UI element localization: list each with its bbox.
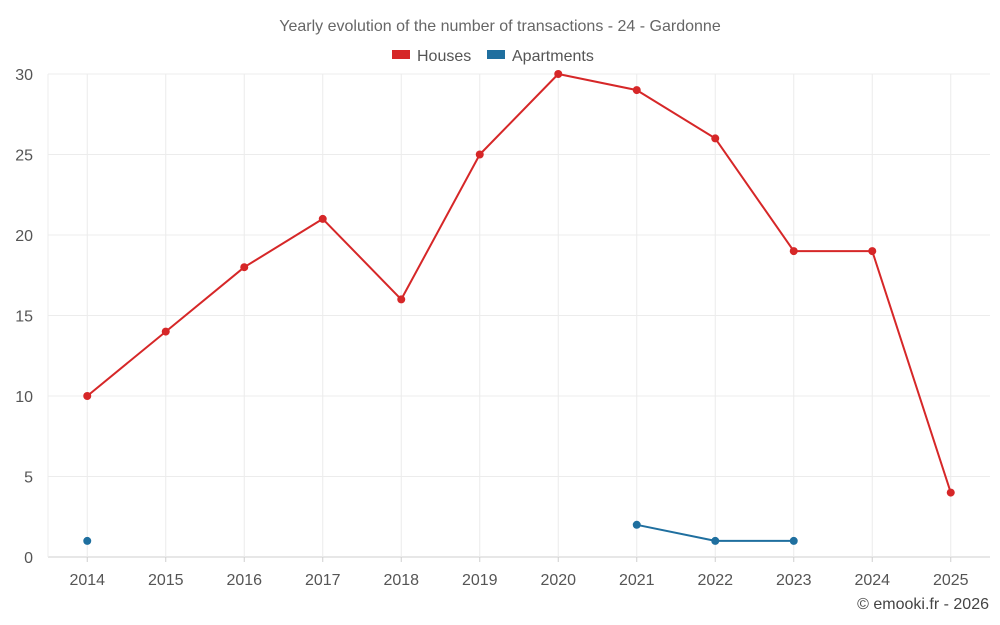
legend-swatch-houses [392, 50, 410, 59]
x-tick-label: 2014 [69, 572, 105, 589]
y-tick-label: 0 [24, 550, 33, 567]
x-axis-ticks: 2014 2015 2016 2017 2018 2019 2020 2021 2022 2023… [69, 557, 969, 589]
x-tick-label: 2017 [305, 572, 341, 589]
data-point-houses-2019[interactable] [475, 150, 484, 159]
legend-label-houses[interactable]: Houses [417, 48, 471, 65]
data-point-houses-2022[interactable] [711, 134, 720, 143]
data-point-apartments-2023[interactable] [789, 536, 798, 545]
legend-label-apartments[interactable]: Apartments [512, 48, 594, 65]
data-point-houses-2023[interactable] [789, 247, 798, 256]
x-tick-label: 2015 [148, 572, 184, 589]
data-point-houses-2018[interactable] [397, 295, 406, 304]
data-point-houses-2014[interactable] [83, 392, 92, 400]
y-tick-label: 15 [15, 309, 33, 326]
x-tick-label: 2016 [226, 572, 262, 589]
gridlines [47, 73, 990, 558]
data-point-houses-2025[interactable] [946, 488, 955, 497]
data-point-houses-2020[interactable] [554, 70, 563, 78]
chart-title: Yearly evolution of the number of transa… [279, 18, 721, 35]
legend-swatch-apartments [487, 50, 505, 59]
data-point-houses-2021[interactable] [632, 86, 641, 95]
x-tick-label: 2024 [854, 572, 890, 589]
y-tick-label: 30 [15, 67, 33, 84]
y-axis-ticks: 0 5 10 15 20 25 30 [15, 67, 33, 567]
series [83, 70, 955, 545]
data-point-houses-2017[interactable] [318, 214, 327, 223]
credit-text: © emooki.fr - 2026 [857, 596, 989, 613]
x-tick-label: 2020 [540, 572, 576, 589]
y-tick-label: 10 [15, 389, 33, 406]
series-line-houses [86, 73, 952, 493]
y-tick-label: 5 [24, 470, 33, 487]
data-point-houses-2016[interactable] [240, 263, 249, 272]
x-tick-label: 2018 [383, 572, 419, 589]
x-tick-label: 2023 [776, 572, 812, 589]
x-tick-label: 2022 [697, 572, 733, 589]
x-tick-label: 2025 [933, 572, 969, 589]
y-tick-label: 20 [15, 228, 33, 245]
data-point-apartments-2021[interactable] [632, 520, 641, 529]
x-tick-label: 2021 [619, 572, 655, 589]
legend: Houses Apartments [392, 48, 594, 65]
y-tick-label: 25 [15, 148, 33, 165]
data-point-houses-2015[interactable] [161, 327, 170, 336]
data-point-houses-2024[interactable] [868, 247, 877, 256]
x-tick-label: 2019 [462, 572, 498, 589]
data-point-apartments-2014[interactable] [83, 536, 92, 545]
data-point-apartments-2022[interactable] [711, 536, 720, 545]
